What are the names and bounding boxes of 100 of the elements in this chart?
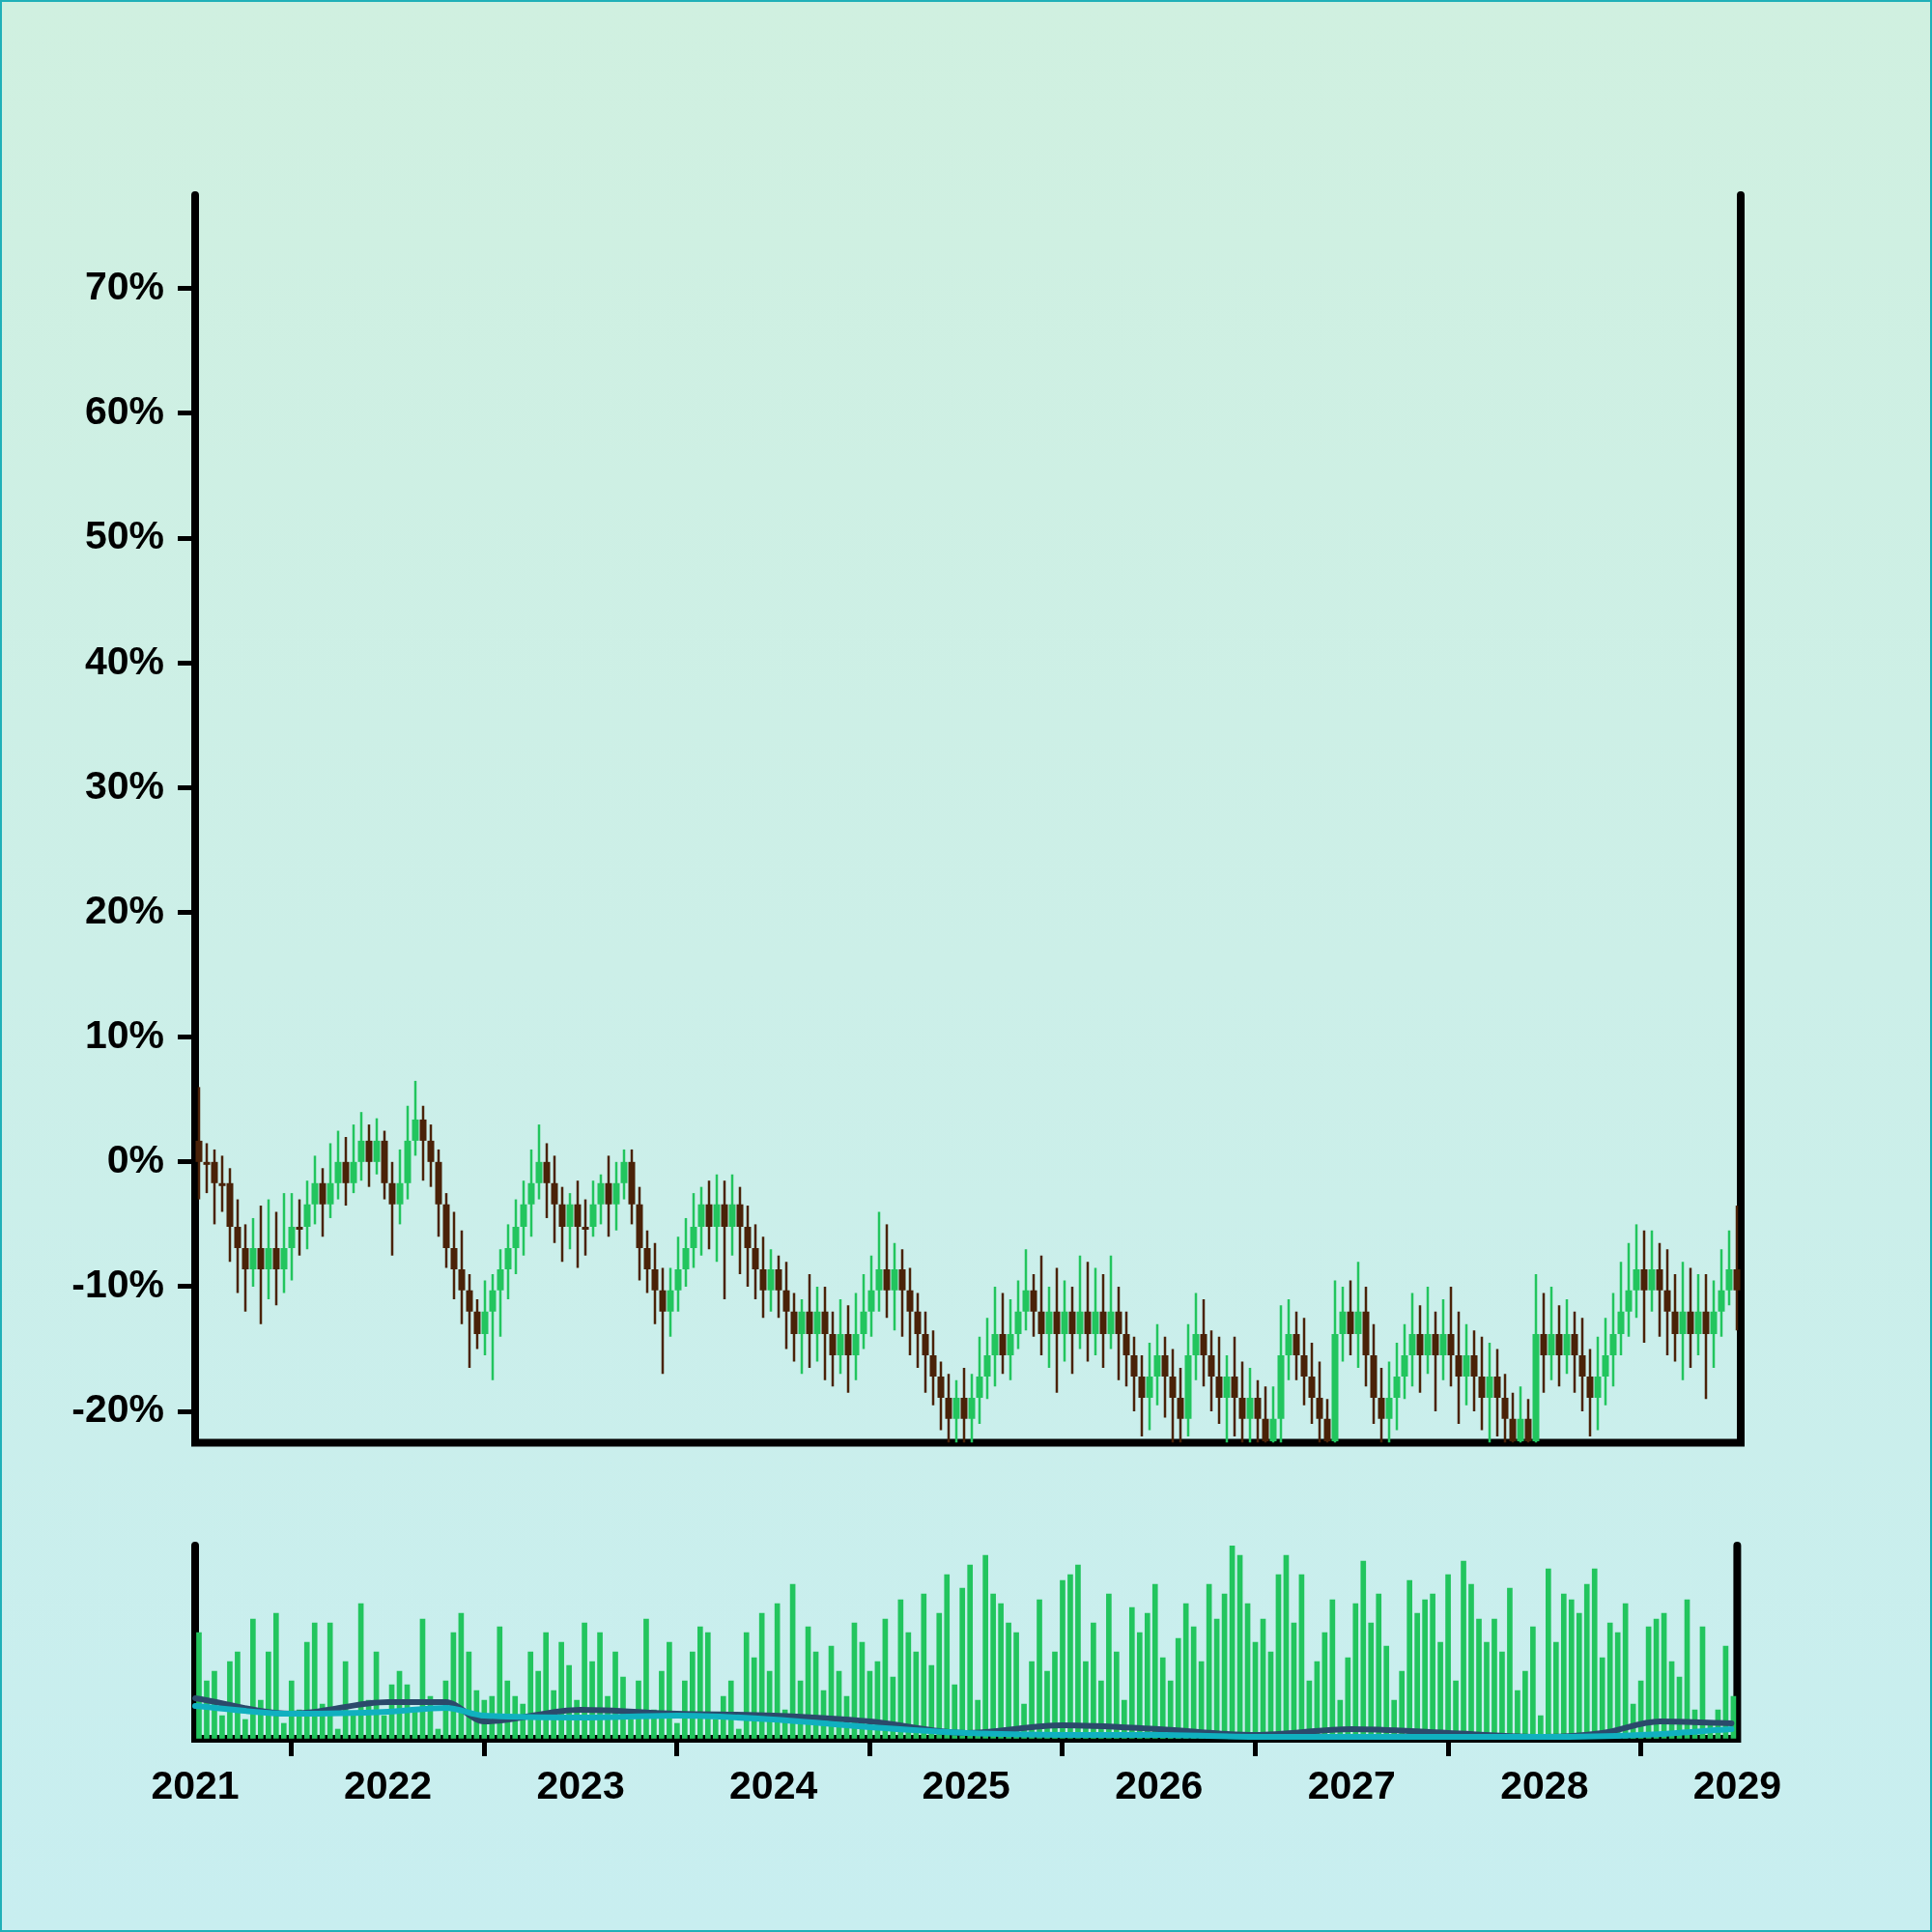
candlestick: [813, 1285, 821, 1363]
bar: [311, 1622, 318, 1739]
bar: [266, 1651, 271, 1739]
bar: [704, 1632, 711, 1739]
candlestick: [991, 1285, 999, 1388]
candlestick: [1030, 1272, 1037, 1338]
candlestick: [952, 1378, 960, 1443]
x-tick-label: 2029: [1692, 1762, 1781, 1807]
candlestick: [1679, 1260, 1687, 1382]
candlestick: [558, 1185, 566, 1264]
candlestick: [1663, 1247, 1671, 1357]
candlestick: [937, 1360, 945, 1432]
bar: [1067, 1574, 1073, 1739]
candlestick: [1061, 1279, 1068, 1363]
candlestick: [1231, 1335, 1238, 1438]
candlestick: [1107, 1254, 1115, 1350]
candlestick: [1625, 1241, 1633, 1338]
candlestick: [1385, 1360, 1393, 1443]
candlestick: [1702, 1272, 1710, 1401]
bar: [921, 1593, 927, 1739]
bar: [998, 1603, 1004, 1739]
candlestick: [728, 1173, 736, 1257]
bar: [628, 1719, 634, 1739]
candlestick: [342, 1135, 350, 1208]
candlestick: [713, 1173, 721, 1264]
candlestick: [697, 1185, 705, 1257]
candlestick: [481, 1279, 489, 1357]
bar: [667, 1641, 672, 1739]
bar: [303, 1641, 310, 1739]
candlestick: [582, 1198, 589, 1257]
bar: [690, 1651, 696, 1739]
candlestick: [1339, 1285, 1347, 1363]
candlestick: [1640, 1229, 1648, 1345]
candlestick: [1300, 1317, 1308, 1406]
y-tick-label: 60%: [84, 388, 164, 434]
x-tick-label: 2022: [343, 1762, 433, 1807]
candlestick: [303, 1179, 311, 1251]
x-tick-label: 2025: [922, 1762, 1010, 1807]
bar: [913, 1651, 920, 1739]
bar: [674, 1722, 680, 1739]
y-tick-label: 20%: [84, 887, 164, 932]
candlestick: [1238, 1360, 1246, 1443]
candlestick: [1609, 1292, 1617, 1388]
candlestick: [759, 1236, 767, 1320]
candlestick: [844, 1304, 852, 1394]
candlestick: [1138, 1353, 1146, 1438]
candlestick: [860, 1272, 867, 1350]
candlestick: [234, 1198, 242, 1294]
candlestick: [999, 1292, 1007, 1376]
bar: [712, 1719, 719, 1739]
candlestick: [1509, 1391, 1517, 1443]
candlestick: [1084, 1260, 1092, 1363]
candlestick: [1656, 1241, 1663, 1338]
candlestick: [1068, 1285, 1076, 1376]
candlestick: [1354, 1260, 1362, 1370]
candlestick: [1007, 1297, 1014, 1382]
candlestick: [265, 1198, 272, 1301]
candlestick: [1146, 1341, 1153, 1432]
bar: [196, 1632, 202, 1739]
candlestick: [875, 1210, 883, 1314]
candlestick: [1401, 1322, 1408, 1401]
bar: [1128, 1606, 1135, 1739]
bar: [1037, 1599, 1042, 1739]
candlestick: [195, 1086, 203, 1201]
candlestick: [1316, 1360, 1323, 1443]
bar: [272, 1612, 279, 1739]
candlestick: [1718, 1247, 1725, 1338]
candlestick: [1177, 1366, 1184, 1443]
candlestick: [620, 1148, 628, 1201]
bar: [288, 1680, 295, 1739]
candlestick: [319, 1167, 327, 1238]
x-tick-label: 2021: [151, 1762, 240, 1807]
candlestick: [535, 1122, 543, 1201]
candlestick: [1733, 1204, 1741, 1332]
y-tick-label: -20%: [71, 1386, 164, 1432]
bar: [735, 1728, 742, 1739]
candlestick: [1169, 1348, 1177, 1443]
candlestick: [1455, 1310, 1463, 1426]
candlestick: [1493, 1348, 1501, 1438]
bar: [1060, 1579, 1065, 1739]
bar: [250, 1618, 256, 1739]
x-tick-label: 2026: [1115, 1762, 1204, 1807]
bar: [1182, 1603, 1189, 1739]
candlestick: [396, 1148, 404, 1226]
candlestick: [466, 1272, 473, 1370]
candlestick: [1347, 1279, 1354, 1357]
candlestick: [790, 1292, 798, 1363]
bar: [1006, 1622, 1011, 1739]
bar: [936, 1612, 943, 1739]
candlestick: [520, 1179, 527, 1257]
y-tick-label: 40%: [84, 638, 164, 683]
bar: [280, 1722, 287, 1739]
candlestick: [1524, 1397, 1532, 1443]
candlestick: [1578, 1317, 1586, 1413]
candlestick: [1586, 1348, 1594, 1438]
candlestick: [1208, 1328, 1215, 1413]
candlestick: [388, 1160, 396, 1257]
candlestick: [1045, 1285, 1053, 1370]
candlestick: [566, 1191, 574, 1251]
candlestick: [1463, 1322, 1470, 1406]
